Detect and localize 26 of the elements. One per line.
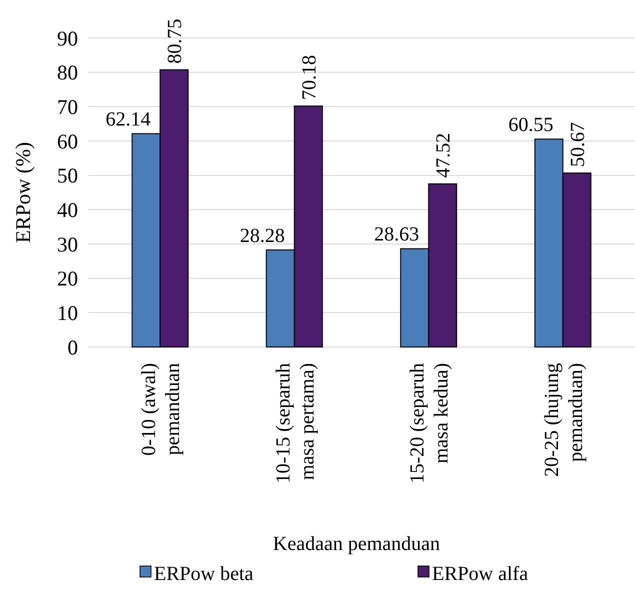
data-label: 50.67	[566, 122, 589, 168]
data-label: 60.55	[508, 114, 554, 136]
y-tick-label: 0	[68, 335, 78, 360]
y-tick-label: 60	[57, 129, 78, 154]
x-tick-label: 20-25 (hujung pemanduan)	[540, 363, 587, 477]
x-tick-label: 10-15 (separuh masa pertama)	[272, 363, 318, 484]
y-tick-label: 20	[57, 266, 78, 291]
y-tick-label: 90	[57, 26, 78, 50]
x-axis-title: Keadaan pemanduan	[272, 533, 440, 555]
legend-label: ERPow alfa	[432, 563, 528, 585]
data-label: 47.52	[432, 132, 455, 178]
y-tick-label: 50	[57, 164, 78, 188]
data-label: 62.14	[106, 108, 151, 131]
data-label: 28.28	[240, 224, 285, 247]
x-tick-label: 0-10 (awal) pemanduan	[138, 363, 184, 456]
y-tick-label: 80	[57, 60, 78, 85]
legend-label: ERPow beta	[154, 563, 254, 585]
y-axis-title: ERPow (%)	[11, 142, 35, 243]
data-label: 70.18	[298, 55, 320, 100]
data-label: 80.75	[164, 18, 186, 64]
y-tick-label: 30	[57, 232, 78, 256]
y-tick-label: 40	[57, 198, 78, 222]
x-tick-label: 15-20 (separuh masa kedua)	[406, 363, 453, 484]
y-tick-label: 70	[57, 95, 78, 120]
y-tick-label: 10	[57, 301, 78, 326]
data-label: 28.63	[374, 224, 420, 246]
